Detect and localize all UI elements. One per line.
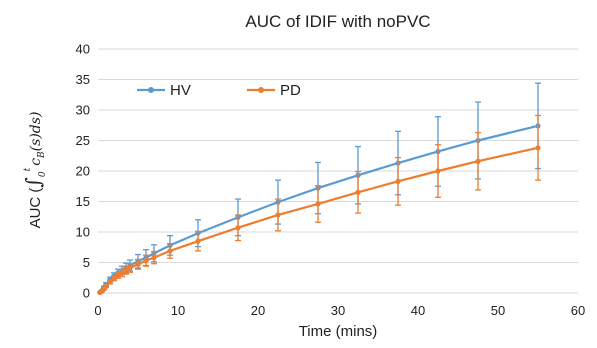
data-point [123, 267, 129, 274]
y-axis-label: AUC (∫0 tcB(s)ds) [21, 112, 48, 229]
data-point [235, 225, 241, 231]
x-tick-label: 20 [251, 303, 265, 318]
y-tick-label: 0 [83, 286, 90, 301]
data-point [315, 201, 321, 207]
chart-title: AUC of IDIF with noPVC [245, 12, 430, 31]
data-point [395, 178, 401, 184]
y-tick-label: 10 [76, 225, 90, 240]
data-point [107, 279, 113, 285]
y-tick-label: 40 [76, 42, 90, 57]
y-axis-integral-lower: 0 [38, 171, 48, 177]
x-tick-label: 10 [171, 303, 185, 318]
data-point [111, 275, 117, 281]
svg-text:AUC (∫0tcB(s)ds): AUC (∫0 tcB(s)ds) [21, 112, 48, 229]
series-line [99, 146, 539, 294]
x-tick-labels: 0 10 20 30 40 50 60 [94, 303, 585, 318]
y-axis-integrand-rest: (s)ds) [28, 112, 44, 152]
x-tick-label: 40 [411, 303, 425, 318]
y-tick-label: 25 [76, 133, 90, 148]
x-tick-label: 30 [331, 303, 345, 318]
y-tick-label: 20 [76, 164, 90, 179]
data-point [135, 261, 141, 267]
y-axis-integral-upper: t [23, 167, 33, 171]
data-point [167, 248, 173, 254]
y-tick-labels: 0 5 10 15 20 25 30 35 40 [76, 42, 90, 301]
legend: HV PD [137, 82, 301, 99]
data-point [151, 255, 157, 261]
x-tick-label: 0 [94, 303, 101, 318]
data-point [127, 265, 133, 271]
data-point [355, 189, 361, 195]
y-tick-label: 35 [76, 72, 90, 87]
legend-label: HV [170, 82, 191, 99]
x-axis-label: Time (mins) [299, 323, 378, 340]
data-point [195, 238, 201, 244]
legend-marker [258, 87, 264, 93]
x-tick-label: 60 [571, 303, 585, 318]
data-point [475, 158, 481, 164]
x-tick-label: 50 [491, 303, 505, 318]
data-point [535, 145, 541, 151]
data-point [435, 168, 441, 174]
series-line [99, 124, 539, 294]
data-point [115, 272, 121, 278]
y-axis-integrand: c [28, 158, 44, 166]
y-tick-label: 5 [83, 255, 90, 270]
data-point [143, 258, 149, 264]
y-axis-integral-sign: ∫ [21, 177, 45, 187]
legend-item-hv: HV [137, 82, 191, 99]
series-layer [97, 82, 541, 295]
series-hv [97, 82, 541, 295]
legend-label: PD [280, 82, 301, 99]
y-tick-label: 15 [76, 194, 90, 209]
legend-item-pd: PD [247, 82, 301, 99]
data-point [275, 212, 281, 218]
gridlines [98, 48, 578, 294]
series-pd [97, 114, 541, 295]
y-tick-label: 30 [76, 103, 90, 118]
data-point [103, 283, 109, 289]
legend-marker [148, 87, 154, 93]
y-axis-integrand-subscript: B [37, 151, 47, 159]
data-point [119, 270, 125, 276]
y-axis-label-prefix: AUC ( [27, 188, 44, 229]
